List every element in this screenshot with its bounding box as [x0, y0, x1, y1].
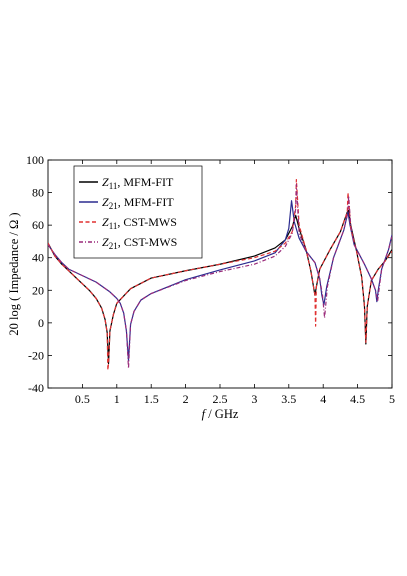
- y-tick-label: 40: [32, 251, 44, 265]
- y-tick-label: -40: [28, 381, 44, 395]
- legend-label-3: Z11, CST-MWS: [102, 215, 177, 231]
- legend-label-1: Z11, MFM-FIT: [102, 175, 174, 191]
- x-tick-label: 5: [389, 392, 395, 406]
- x-tick-label: 4.5: [350, 392, 365, 406]
- x-tick-label: 1.5: [144, 392, 159, 406]
- series-line-3: [48, 178, 392, 371]
- x-axis-title: f / GHz: [202, 407, 239, 421]
- y-tick-label: 0: [38, 316, 44, 330]
- series-line-2: [48, 200, 392, 361]
- x-axis-variable: f: [202, 407, 207, 421]
- y-axis-title: 20 log ( Impedance / Ω ): [7, 212, 21, 335]
- x-tick-label: 2: [183, 392, 189, 406]
- axis-ticks: [48, 159, 393, 389]
- x-tick-label: 4: [320, 392, 326, 406]
- series-layer: [48, 178, 392, 371]
- x-tick-label: 0.5: [75, 392, 90, 406]
- x-tick-label: 1: [114, 392, 120, 406]
- series-line-1: [48, 209, 392, 365]
- x-tick-label: 3.5: [281, 392, 296, 406]
- legend-label-2: Z21, MFM-FIT: [102, 195, 174, 211]
- legend-label-4: Z21, CST-MWS: [102, 235, 177, 251]
- y-tick-label: 100: [26, 153, 44, 167]
- y-tick-label: -20: [28, 348, 44, 362]
- x-tick-label: 3: [251, 392, 257, 406]
- x-tick-label: 2.5: [213, 392, 228, 406]
- y-tick-label: 20: [32, 283, 44, 297]
- x-axis-unit: / GHz: [205, 407, 239, 421]
- legend: Z11, MFM-FIT Z21, MFM-FIT Z11, CST-MWS Z21,…: [73, 165, 203, 259]
- series-line-4: [48, 183, 392, 370]
- axis-tick-labels: 0.5 1 1.5 2 2.5 3 3.5 4 4.5 5 -40 -20 0 20 40 60 80 100: [26, 153, 395, 406]
- y-tick-label: 80: [32, 186, 44, 200]
- y-tick-label: 60: [32, 218, 44, 232]
